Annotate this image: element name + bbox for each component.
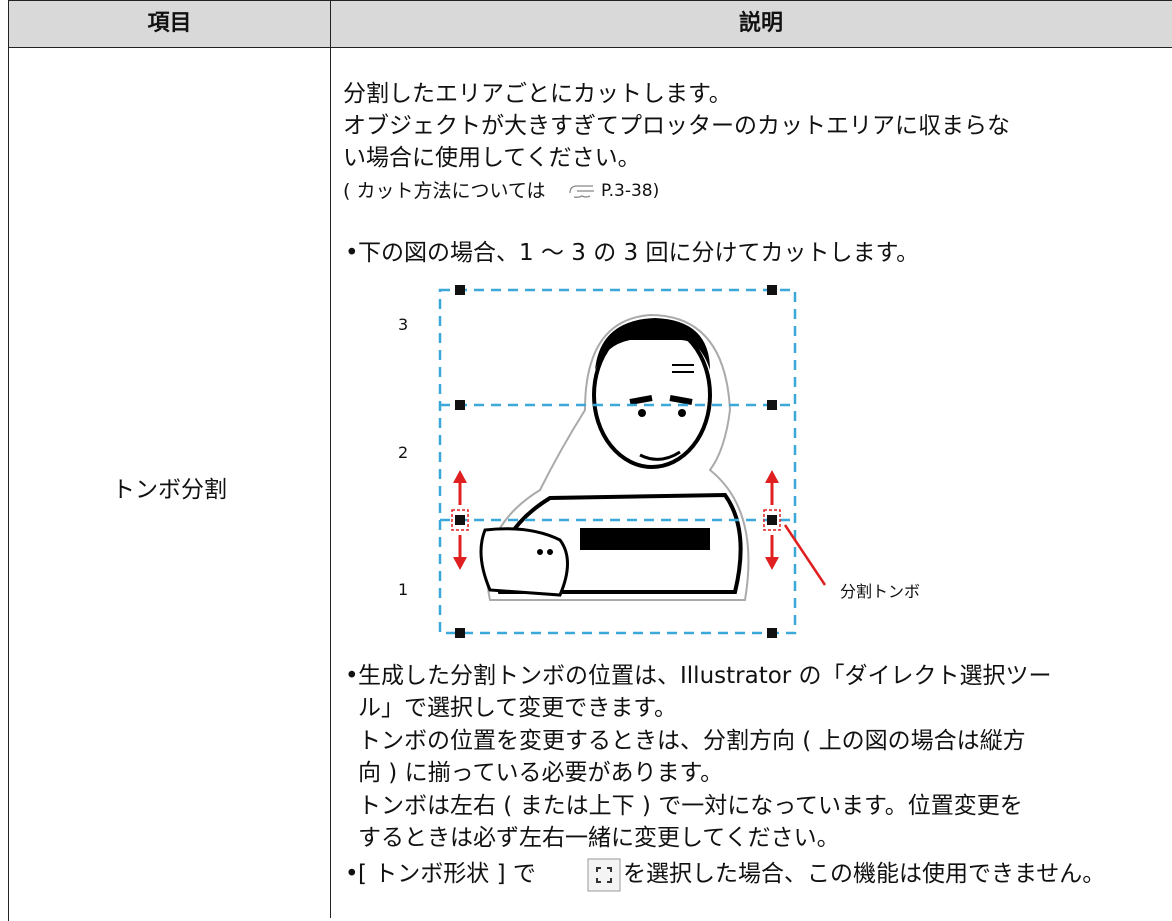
illustration [479,313,750,601]
header-cell: 説明 [331,1,1172,48]
item-label: トンボ分割 [112,477,227,503]
text-line: ( カット方法については [343,180,546,202]
bullet: • [345,240,359,266]
text-line: 分割したエリアごとにカットします。 [343,81,732,107]
column-divider [330,48,331,918]
bullet: • [345,663,359,689]
text-line: い場合に使用してください。 [343,145,641,171]
text-line: ル」で選択して変更できます。 [358,695,678,721]
text-line: P.3-38) [601,181,660,201]
text-line: トンボの位置を変更するときは、分割方向 ( 上の図の場合は縦方 [358,728,1026,754]
text-line: するときは必ず左右一緒に変更してください。 [358,825,840,851]
text-line: オブジェクトが大きすぎてプロッターのカットエリアに収まらな [343,113,1010,139]
table-frame [8,0,1172,921]
callout-label: 分割トンボ [840,582,921,601]
reference-icon [569,185,594,198]
text-line: トンボは左右 ( または上下 ) で一対になっています。位置変更を [358,793,1023,819]
area-label: 3 [398,315,409,334]
text-line: [ トンボ形状 ] で [358,861,536,887]
area-label: 2 [398,443,409,462]
shape-icon [587,858,621,892]
area-label: 1 [398,580,409,599]
figure [438,285,827,638]
move-arrows [451,470,827,586]
text-line: 生成した分割トンボの位置は、Illustrator の「ダイレクト選択ツー [358,663,1052,689]
text-line: 下の図の場合、1 〜 3 の 3 回に分けてカットします。 [358,240,920,266]
division-lines [438,288,797,635]
text-line: 向 ) に揃っている必要があります。 [358,760,724,786]
text-line: を選択した場合、この機能は使用できません。 [623,861,1106,887]
bullet: • [345,861,359,887]
marks [455,285,777,638]
header-cell: 項目 [9,1,331,48]
